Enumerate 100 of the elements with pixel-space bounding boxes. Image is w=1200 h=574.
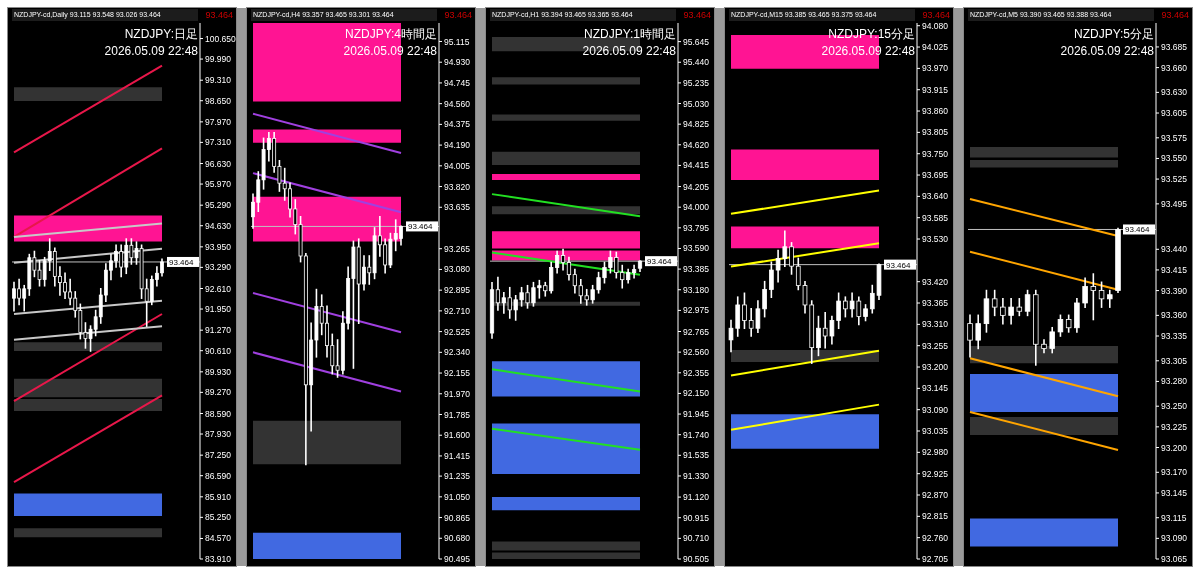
candlestick — [1082, 277, 1088, 308]
chart-title: NZDJPY:4時間足 — [344, 26, 437, 43]
y-tick-label: 92.525 — [444, 326, 471, 337]
y-tick-label: 90.505 — [683, 554, 710, 565]
y-tick-label: 84.570 — [205, 533, 232, 544]
candlestick — [1008, 298, 1014, 325]
y-tick-label: 94.415 — [683, 160, 710, 171]
y-tick-label: 92.610 — [205, 283, 232, 294]
y-tick-label: 91.945 — [683, 409, 710, 420]
y-tick-label: 93.795 — [683, 222, 710, 233]
y-tick-label: 93.805 — [922, 127, 949, 138]
y-tick-label: 92.975 — [683, 305, 710, 316]
text: 2026.05.09 22:48 — [104, 43, 198, 60]
y-tick-label: 93.525 — [1161, 174, 1188, 185]
y-tick-label: 93.820 — [444, 181, 471, 192]
candlestick — [566, 256, 572, 281]
y-tick-label: 93.265 — [444, 243, 471, 254]
y-tick-label: 92.870 — [922, 490, 949, 501]
y-tick-label: 90.710 — [683, 533, 710, 544]
y-tick-label: 92.155 — [444, 368, 471, 379]
y-tick-label: 93.950 — [205, 241, 232, 252]
y-tick-label: 95.235 — [683, 77, 710, 88]
y-tick-label: 91.270 — [205, 325, 232, 336]
ref-line-label: 93.464 — [886, 260, 912, 270]
y-tick-label: 93.860 — [922, 106, 949, 117]
y-tick-label: 87.250 — [205, 450, 232, 461]
y-tick-label: 90.495 — [444, 554, 471, 565]
y-tick-label: 91.415 — [444, 450, 471, 461]
y-tick-label: 92.150 — [683, 388, 710, 399]
y-tick-label: 93.390 — [1161, 285, 1188, 296]
y-tick-label: 92.560 — [683, 347, 710, 358]
y-tick-label: 92.895 — [444, 285, 471, 296]
y-tick-label: 97.310 — [205, 137, 232, 148]
y-tick-label: 91.235 — [444, 471, 471, 482]
y-tick-label: 93.090 — [1161, 533, 1188, 544]
text: 93.464 — [444, 9, 472, 21]
chart-title: NZDJPY:日足 — [123, 26, 198, 43]
y-tick-label: 90.610 — [205, 345, 232, 356]
y-tick-label: 92.925 — [922, 468, 949, 479]
y-tick-label: 94.745 — [444, 77, 471, 88]
candlestick — [1049, 326, 1055, 354]
y-tick-label: 94.205 — [683, 181, 710, 192]
ref-line-label: 93.464 — [169, 257, 195, 267]
y-tick-label: 92.980 — [922, 447, 949, 458]
y-tick-label: 94.560 — [444, 98, 471, 109]
y-tick-label: 94.190 — [444, 140, 471, 151]
y-tick-label: 99.990 — [205, 54, 232, 65]
y-tick-label: 93.550 — [1161, 153, 1188, 164]
candlestick — [1041, 339, 1047, 354]
y-tick-label: 93.915 — [922, 84, 949, 95]
y-tick-label: 92.815 — [922, 511, 949, 522]
y-tick-label: 83.910 — [205, 554, 232, 565]
text: 2026.05.09 22:48 — [1060, 43, 1154, 60]
y-tick-label: 93.575 — [1161, 132, 1188, 143]
candlestick — [843, 296, 848, 318]
y-tick-label: 93.065 — [1161, 554, 1188, 565]
y-tick-label: 93.970 — [922, 63, 949, 74]
text: 93.464 — [1161, 9, 1189, 21]
y-tick-label: 98.650 — [205, 95, 232, 106]
candlestick — [560, 248, 566, 271]
y-tick-label: 90.680 — [444, 533, 471, 544]
ref-line-label: 93.464 — [1125, 225, 1151, 235]
y-tick-label: 93.035 — [922, 426, 949, 437]
y-tick-label: 93.605 — [1161, 108, 1188, 119]
candlestick — [967, 314, 973, 358]
y-tick-label: 93.305 — [1161, 355, 1188, 366]
y-tick-label: 94.000 — [683, 202, 710, 213]
candlestick — [816, 315, 821, 357]
y-tick-label: 93.180 — [683, 284, 710, 295]
y-tick-label: 99.310 — [205, 75, 232, 86]
y-tick-label: 95.290 — [205, 200, 232, 211]
y-tick-label: 93.750 — [922, 148, 949, 159]
y-tick-label: 93.365 — [922, 298, 949, 309]
y-tick-label: 94.930 — [444, 57, 471, 68]
candlestick — [742, 292, 747, 330]
y-tick-label: 100.650 — [205, 33, 236, 44]
y-tick-label: 93.495 — [1161, 198, 1188, 209]
y-tick-label: 91.330 — [683, 470, 710, 481]
candlestick — [836, 292, 841, 330]
text: 93.464 — [205, 9, 233, 21]
y-tick-label: 85.910 — [205, 491, 232, 502]
y-tick-label: 93.225 — [1161, 421, 1188, 432]
candlestick — [769, 261, 774, 299]
y-tick-label: 91.535 — [683, 450, 710, 461]
y-tick-label: 95.030 — [683, 98, 710, 109]
ref-line-label: 93.464 — [647, 257, 673, 267]
candlestick — [1098, 281, 1105, 308]
y-tick-label: 93.115 — [1161, 512, 1187, 523]
candlestick — [1000, 298, 1006, 325]
y-tick-label: 92.355 — [683, 367, 710, 378]
y-tick-label: 95.970 — [205, 179, 232, 190]
y-tick-label: 94.620 — [683, 139, 710, 150]
candlestick — [991, 289, 998, 317]
y-tick-label: 93.630 — [1161, 87, 1188, 98]
y-tick-label: 88.590 — [205, 408, 232, 419]
chart-title: NZDJPY:1時間足 — [583, 26, 676, 43]
y-tick-label: 87.930 — [205, 429, 232, 440]
y-tick-label: 93.335 — [1161, 331, 1188, 342]
text: 93.464 — [922, 9, 950, 21]
y-tick-label: 93.090 — [922, 404, 949, 415]
